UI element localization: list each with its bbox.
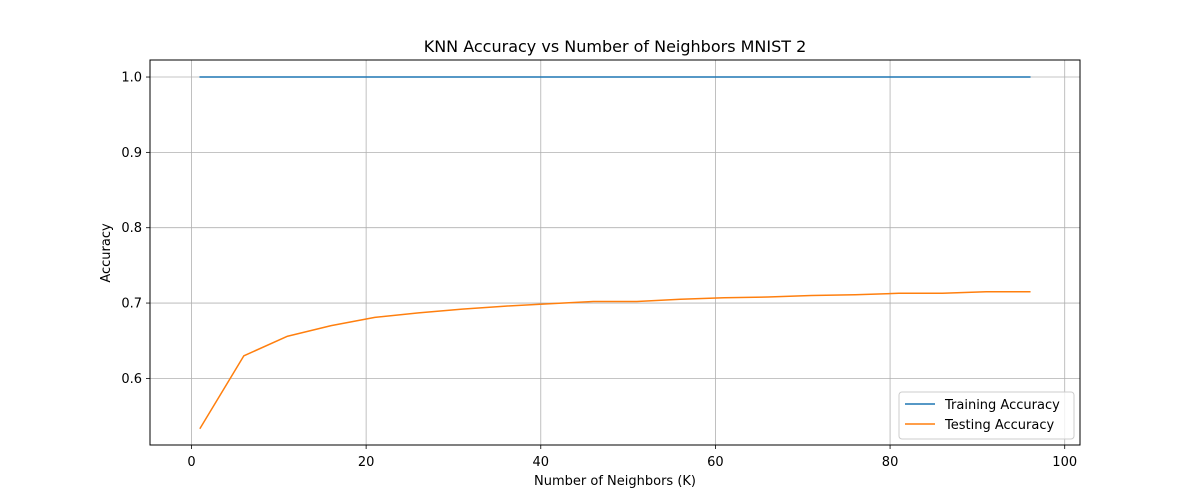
legend: Training Accuracy Testing Accuracy (898, 391, 1075, 440)
x-tick-label: 40 (533, 455, 550, 470)
y-tick-label: 0.6 (121, 372, 142, 387)
legend-box (898, 391, 1075, 440)
x-tick-label: 0 (187, 455, 195, 470)
plot-frame (149, 59, 1081, 446)
y-tick-label: 0.8 (121, 221, 142, 236)
y-tick-label: 0.7 (121, 297, 142, 312)
axis-ticks: 0 20 40 60 80 100 0.6 0.7 0.8 0.9 1.0 (121, 71, 1077, 470)
chart-title: KNN Accuracy vs Number of Neighbors MNIS… (424, 37, 807, 56)
x-axis-label: Number of Neighbors (K) (534, 474, 696, 489)
y-axis-label: Accuracy (99, 223, 114, 283)
legend-label-training: Training Accuracy (944, 398, 1060, 413)
x-tick-label: 20 (358, 455, 375, 470)
x-tick-label: 60 (707, 455, 724, 470)
x-tick-label: 100 (1052, 455, 1077, 470)
y-tick-label: 1.0 (121, 71, 142, 86)
testing-accuracy-line (199, 291, 1031, 430)
legend-label-testing: Testing Accuracy (944, 418, 1054, 433)
y-tick-label: 0.9 (121, 146, 142, 161)
x-tick-label: 80 (882, 455, 899, 470)
series-lines (199, 76, 1031, 430)
